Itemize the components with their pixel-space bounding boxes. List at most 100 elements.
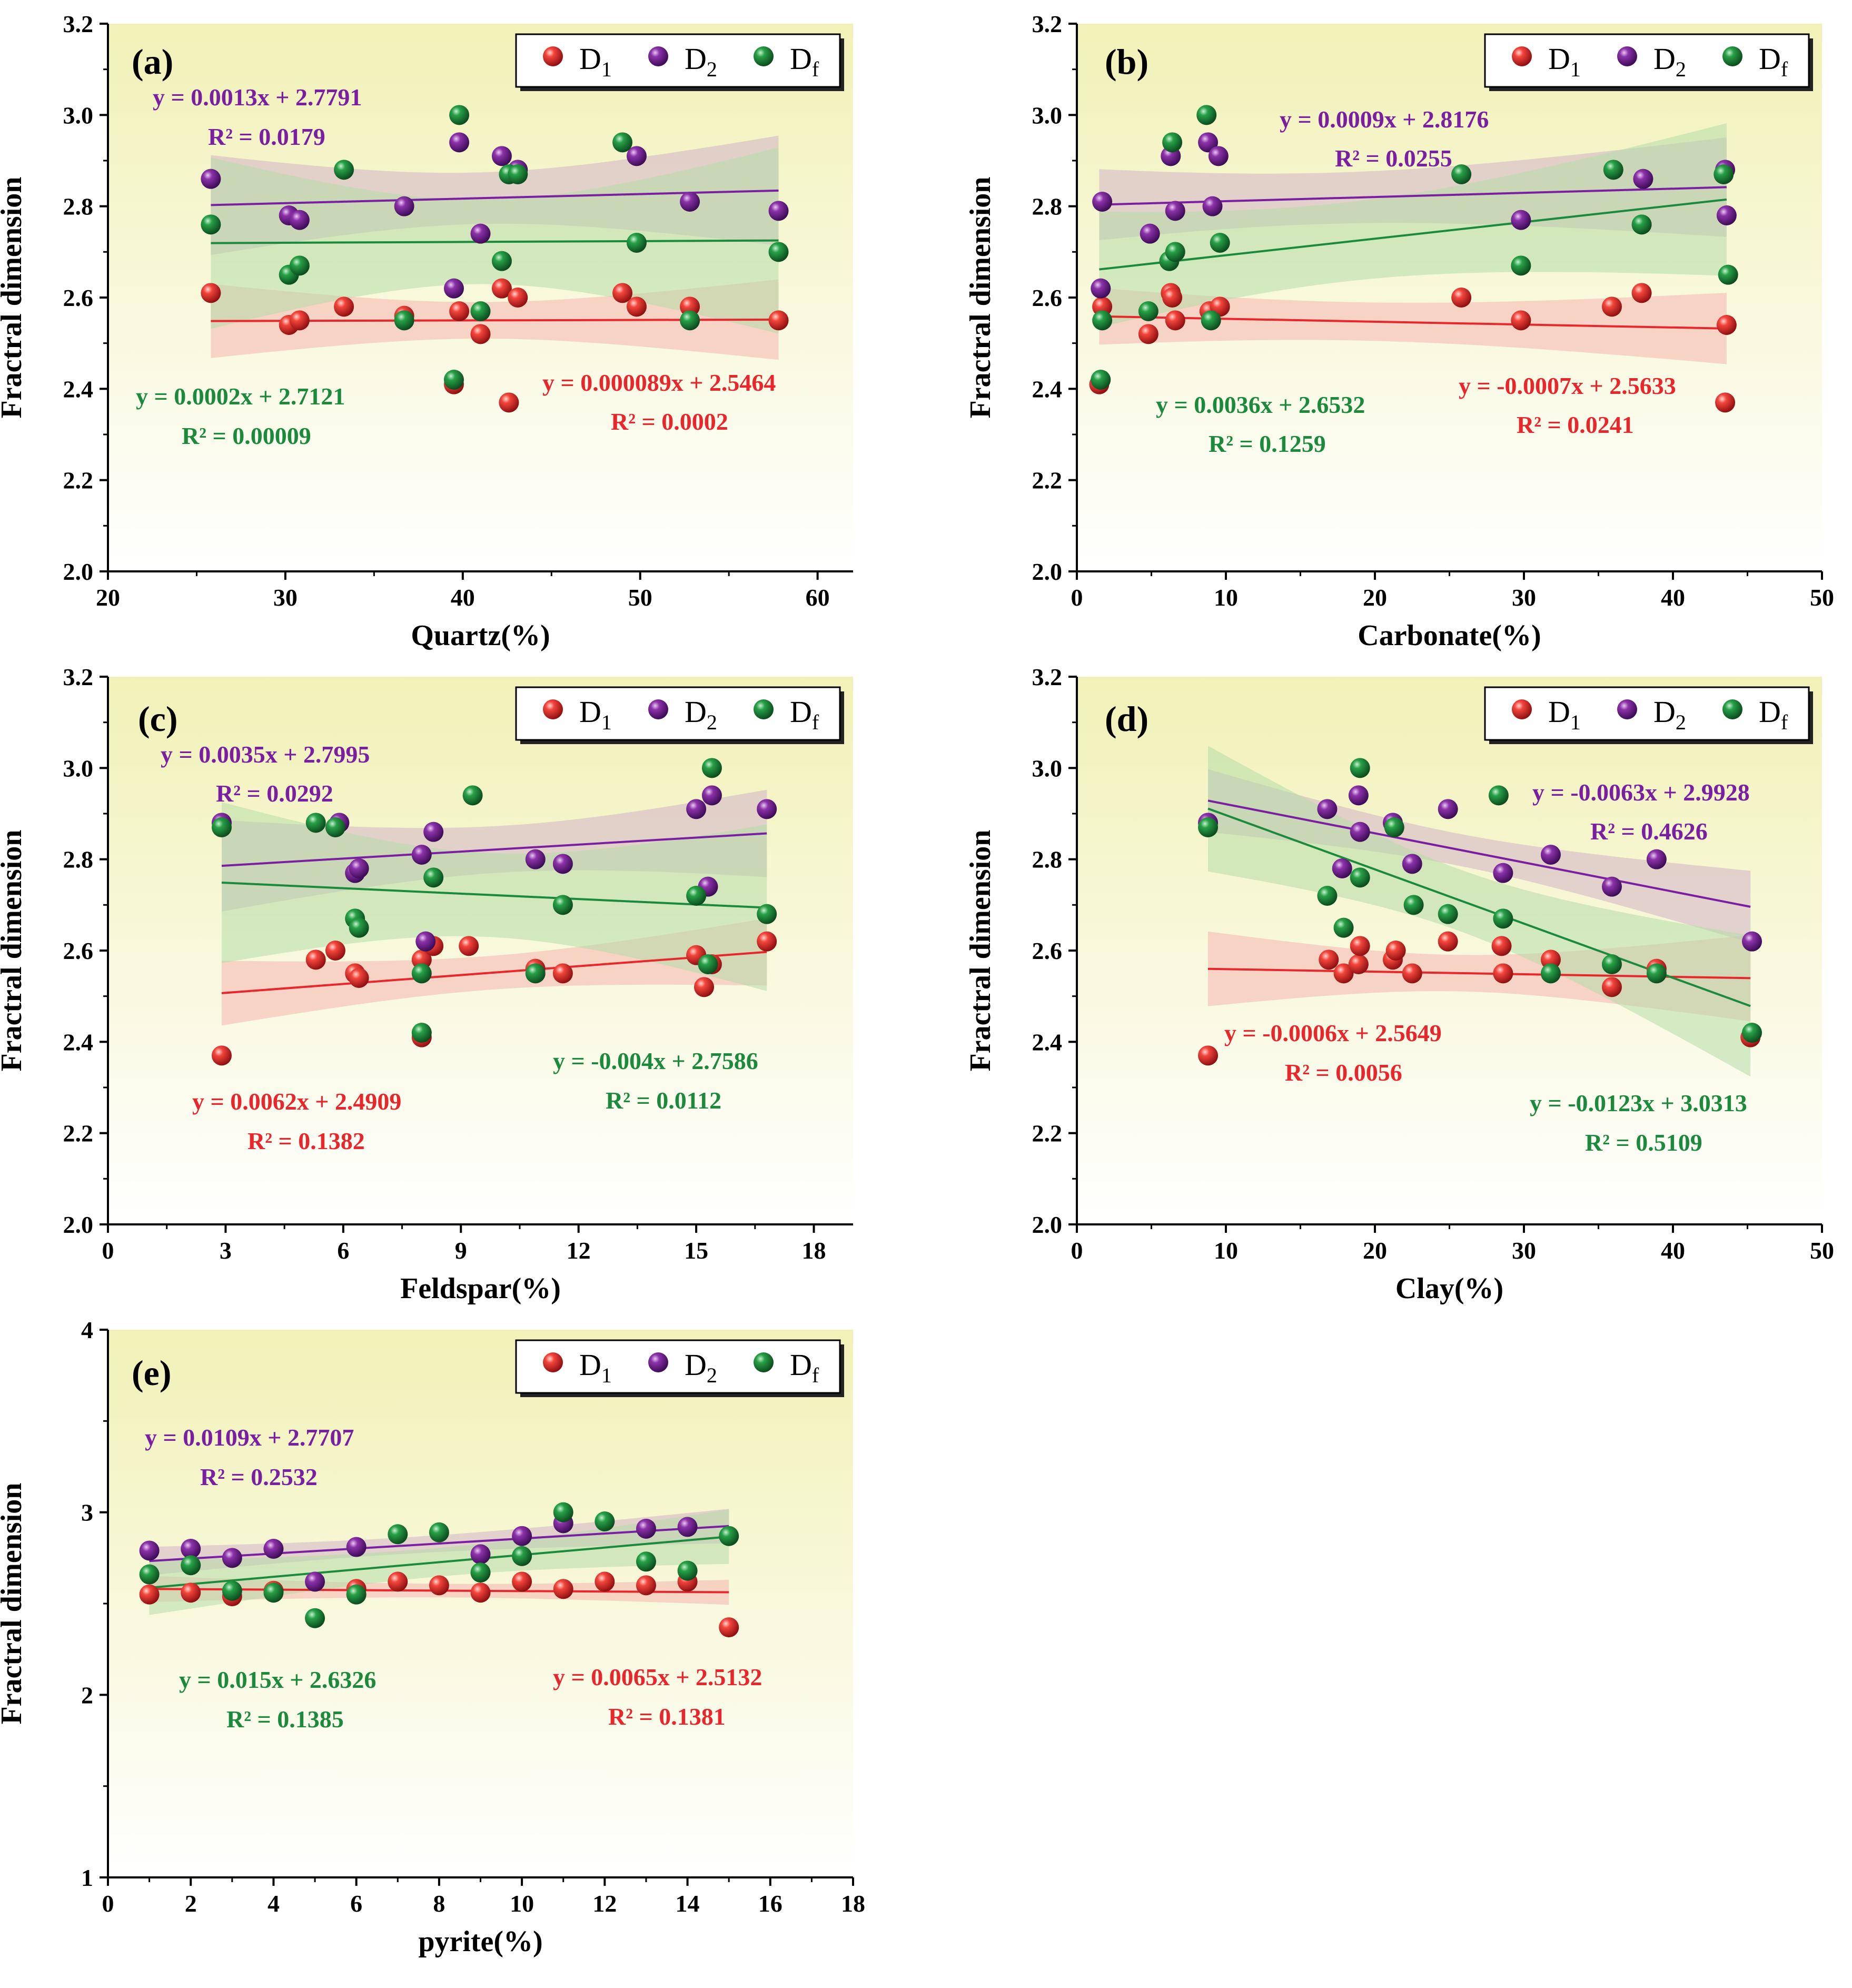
x-tick-label: 9 [455,1237,467,1264]
point-df [412,1023,432,1043]
legend-marker [648,1352,668,1372]
point-df [1091,370,1111,390]
point-df [1210,233,1230,253]
point-d1 [1493,963,1513,983]
point-df [769,242,789,262]
point-d2 [346,1537,367,1557]
point-df [1602,954,1622,974]
point-df [1092,310,1112,330]
point-d1 [306,950,326,970]
point-d1 [290,310,310,330]
point-d2 [769,201,789,221]
x-axis-title: Quartz(%) [411,619,550,652]
point-df [444,370,464,390]
equation: y = -0.0006x + 2.5649 [1224,1020,1442,1046]
point-df [305,1608,325,1628]
point-df [1511,255,1531,275]
y-tick-label: 2.0 [1032,558,1063,585]
x-tick-label: 3 [220,1237,232,1264]
point-df [1201,310,1221,330]
point-df [1489,785,1509,805]
point-d1 [429,1575,449,1595]
panel-label: (d) [1105,699,1148,739]
point-d2 [1742,932,1762,952]
point-d2 [512,1526,532,1546]
point-df [140,1565,160,1585]
point-df [1165,242,1185,262]
x-axis-title: Feldspar(%) [400,1272,561,1305]
point-df [222,1581,242,1601]
point-d1 [694,977,714,997]
x-tick-label: 4 [268,1890,280,1917]
point-d2 [702,785,722,805]
point-d2 [553,854,573,874]
point-d2 [305,1571,325,1591]
point-d1 [181,1583,201,1603]
point-d2 [222,1548,242,1568]
point-d1 [140,1585,160,1605]
equation: y = -0.004x + 2.7586 [553,1047,758,1074]
y-tick-label: 2.2 [1032,467,1063,494]
equation: y = 0.0065x + 2.5132 [553,1664,762,1690]
point-d2 [449,132,469,152]
point-d1 [719,1617,739,1637]
point-df [212,817,232,837]
y-tick-label: 3.2 [63,11,94,37]
x-tick-label: 20 [1363,584,1387,611]
x-axis: 0 3 6 9 12 15 18Feldspar(%) [102,1224,826,1305]
x-tick-label: 30 [273,584,298,611]
point-d2 [686,799,706,819]
point-df [719,1526,739,1546]
point-df [1718,265,1738,285]
x-tick-label: 14 [676,1890,700,1917]
x-axis-title: pyrite(%) [418,1925,542,1958]
point-d1 [1438,932,1458,952]
x-axis: 0 2 4 6 8 10 12 14 16 18pyrite(%) [102,1877,866,1958]
y-tick-label: 2.2 [1032,1120,1063,1147]
point-df [1138,301,1158,321]
point-df [553,895,573,915]
y-tick-label: 2.0 [1032,1211,1063,1238]
point-d1 [1602,977,1622,997]
point-df [1438,904,1458,924]
point-df [1162,132,1182,152]
y-tick-label: 2.4 [63,375,94,402]
point-df [1350,867,1370,887]
point-df [346,1585,367,1605]
x-tick-label: 50 [628,584,652,611]
point-d1 [1402,963,1422,983]
point-df [412,963,432,983]
r-squared: R² = 0.1382 [247,1127,365,1154]
equation: y = 0.0035x + 2.7995 [161,741,370,768]
point-d1 [1632,283,1652,303]
figure-canvas: (a) y = 0.0013x + 2.7791 R² = 0.0179 y =… [0,0,1852,1988]
point-df [1404,895,1424,915]
panel-label: (b) [1105,42,1148,82]
point-df [686,886,706,906]
panel-label: (a) [132,42,173,82]
y-tick-label: 2.4 [1032,375,1063,402]
point-d1 [636,1575,656,1595]
point-d1 [1511,310,1531,330]
legend-marker [1722,699,1742,719]
point-d1 [1715,392,1735,412]
point-d1 [212,1045,232,1065]
equation: y = 0.000089x + 2.5464 [542,369,776,396]
point-df [201,214,221,234]
legend: D1 D2 Df [516,1340,844,1397]
equation: y = 0.0036x + 2.6532 [1156,391,1365,418]
x-axis: 20 30 40 50 60Quartz(%) [96,571,830,652]
y-tick-label: 2.8 [63,193,94,220]
r-squared: R² = 0.0241 [1517,411,1634,438]
point-df [1384,817,1404,837]
point-d2 [1541,845,1561,865]
point-df [526,963,546,983]
y-tick-label: 2 [81,1682,93,1708]
point-d2 [526,849,546,869]
r-squared: R² = 0.1259 [1209,430,1326,457]
x-tick-label: 0 [102,1890,114,1917]
point-d2 [471,1544,491,1564]
equation: y = 0.0009x + 2.8176 [1280,106,1489,133]
y-tick-label: 2.6 [1032,937,1063,964]
x-tick-label: 20 [96,584,120,611]
